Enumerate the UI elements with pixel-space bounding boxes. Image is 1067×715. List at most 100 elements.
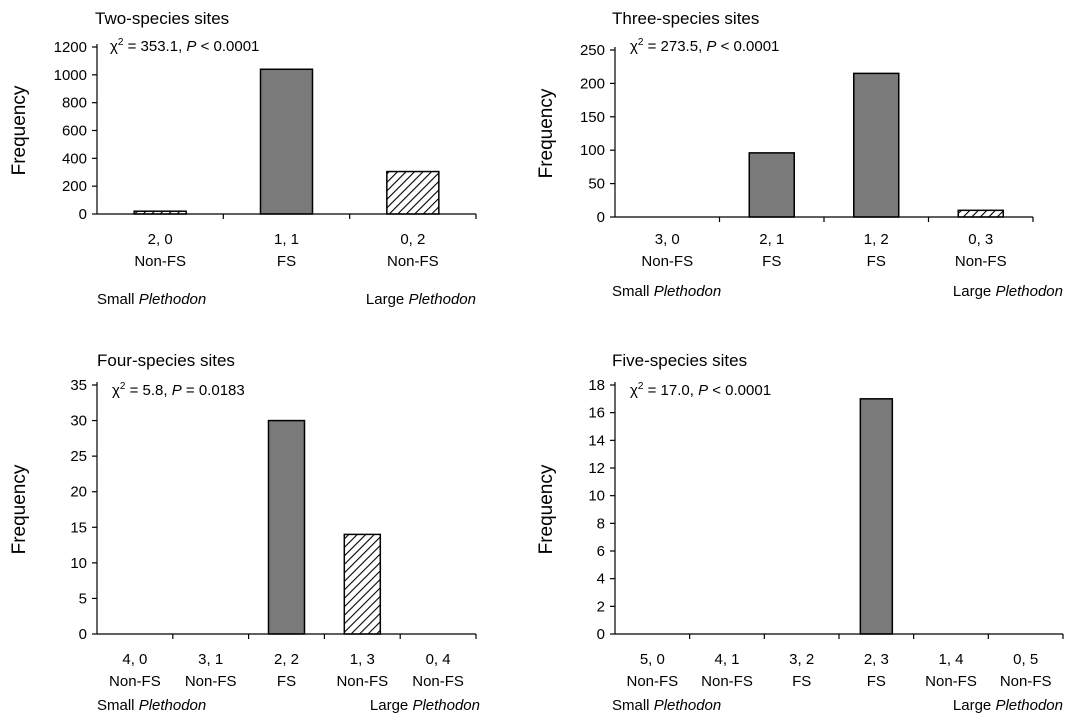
x-category-label: 2, 3 [864,651,889,668]
large-label-text: Large [953,283,996,300]
x-category-label: 3, 0 [655,231,680,248]
bar [267,419,306,635]
y-tick-label: 18 [588,377,605,394]
p-value: < 0.0001 [716,38,779,55]
chart-title: Five-species sites [612,351,747,370]
y-axis-label: Frequency [9,85,30,175]
p-value: = 0.0183 [182,382,245,399]
p-symbol: P [706,38,716,55]
chart-panel-3: Four-species sites χ2 = 5.8, P = 0.0183 Fr… [9,351,480,714]
x-category-type-label: Non-FS [701,673,753,690]
y-tick-label: 15 [70,519,87,536]
y-tick-label: 12 [588,460,605,477]
x-category-label: 0, 3 [968,231,993,248]
y-tick-label: 4 [597,571,605,588]
x-category-type-label: Non-FS [387,253,439,270]
y-tick-label: 150 [580,109,605,126]
p-symbol: P [172,382,182,399]
chart-panel-1: Two-species sites χ2 = 353.1, P < 0.0001 F… [9,9,477,308]
y-tick-label: 600 [62,123,87,140]
small-label-text: Small [97,291,139,308]
x-category-type-label: Non-FS [109,673,161,690]
y-tick-label: 50 [588,176,605,193]
y-axis-label: Frequency [536,464,557,554]
x-category-label: 1, 4 [938,651,963,668]
y-tick-label: 1000 [54,67,87,84]
chi-superscript: 2 [118,37,124,48]
chi-value: = 17.0, [643,382,698,399]
chart-title: Four-species sites [97,351,235,370]
chi-superscript: 2 [638,37,644,48]
x-category-label: 4, 1 [714,651,739,668]
x-category-type-label: Non-FS [925,673,977,690]
x-category-type-label: Non-FS [185,673,237,690]
large-plethodon-label: Large Plethodon [953,697,1063,714]
x-category-label: 2, 0 [148,231,173,248]
large-label-genus: Plethodon [412,697,480,714]
y-tick-label: 5 [79,590,87,607]
y-tick-label: 1200 [54,39,87,56]
y-axis-label: Frequency [536,88,557,178]
chi-symbol: χ [110,38,118,55]
large-label-genus: Plethodon [995,283,1063,300]
chi-symbol: χ [112,382,120,399]
small-plethodon-label: Small Plethodon [97,291,206,308]
chi-symbol: χ [630,38,638,55]
small-label-text: Small [612,283,654,300]
x-category-type-label: FS [277,673,296,690]
bar [343,533,382,635]
bar [859,398,894,635]
x-category-label: 4, 0 [122,651,147,668]
y-tick-label: 800 [62,95,87,112]
y-tick-label: 2 [597,598,605,615]
chi-square-stat: χ2 = 17.0, P < 0.0001 [630,381,771,399]
y-tick-label: 20 [70,484,87,501]
x-category-label: 0, 2 [400,231,425,248]
x-category-label: 2, 2 [274,651,299,668]
chi-value: = 273.5, [643,38,706,55]
x-category-label: 0, 4 [426,651,451,668]
y-tick-label: 0 [597,626,605,643]
small-plethodon-label: Small Plethodon [612,697,721,714]
chi-symbol: χ [630,382,638,399]
p-value: < 0.0001 [708,382,771,399]
small-plethodon-label: Small Plethodon [612,283,721,300]
x-category-type-label: FS [867,673,886,690]
small-label-text: Small [612,697,654,714]
large-label-genus: Plethodon [995,697,1063,714]
y-tick-label: 200 [62,178,87,195]
bar [957,209,1004,218]
y-tick-label: 100 [580,142,605,159]
y-tick-label: 400 [62,150,87,167]
chi-superscript: 2 [120,381,126,392]
bar [853,72,900,218]
small-label-genus: Plethodon [139,291,207,308]
x-category-label: 2, 1 [759,231,784,248]
small-label-genus: Plethodon [139,697,207,714]
chart-title: Two-species sites [95,9,229,28]
x-category-label: 1, 2 [864,231,889,248]
small-label-text: Small [97,697,139,714]
chi-superscript: 2 [638,381,644,392]
bar [386,170,440,215]
chart-title: Three-species sites [612,9,759,28]
x-category-type-label: Non-FS [134,253,186,270]
y-tick-label: 10 [70,555,87,572]
bar [259,68,314,215]
small-label-genus: Plethodon [654,283,722,300]
y-tick-label: 10 [588,488,605,505]
y-tick-label: 14 [588,432,605,449]
x-category-type-label: Non-FS [641,253,693,270]
x-category-type-label: FS [277,253,296,270]
x-category-type-label: FS [762,253,781,270]
chart-panel-2: Three-species sites χ2 = 273.5, P < 0.000… [536,9,1063,300]
y-tick-label: 35 [70,377,87,394]
p-symbol: P [698,382,708,399]
large-label-genus: Plethodon [408,291,476,308]
y-tick-label: 250 [580,42,605,59]
chi-value: = 353.1, [123,38,186,55]
x-category-type-label: Non-FS [626,673,678,690]
large-label-text: Large [366,291,409,308]
